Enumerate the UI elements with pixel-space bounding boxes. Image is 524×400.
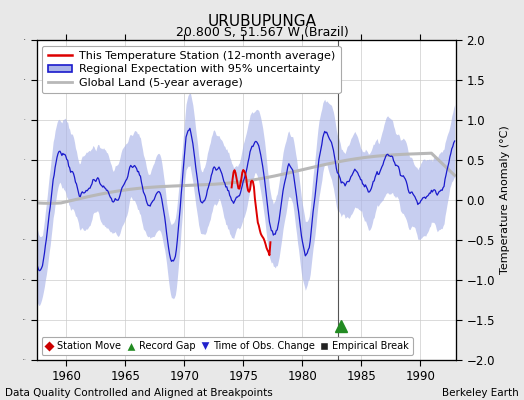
Y-axis label: Temperature Anomaly (°C): Temperature Anomaly (°C): [500, 126, 510, 274]
Text: 20.800 S, 51.567 W (Brazil): 20.800 S, 51.567 W (Brazil): [176, 26, 348, 39]
Legend: Station Move, Record Gap, Time of Obs. Change, Empirical Break: Station Move, Record Gap, Time of Obs. C…: [41, 337, 413, 355]
Text: Data Quality Controlled and Aligned at Breakpoints: Data Quality Controlled and Aligned at B…: [5, 388, 273, 398]
Text: URUBUPUNGA: URUBUPUNGA: [208, 14, 316, 29]
Text: Berkeley Earth: Berkeley Earth: [442, 388, 519, 398]
